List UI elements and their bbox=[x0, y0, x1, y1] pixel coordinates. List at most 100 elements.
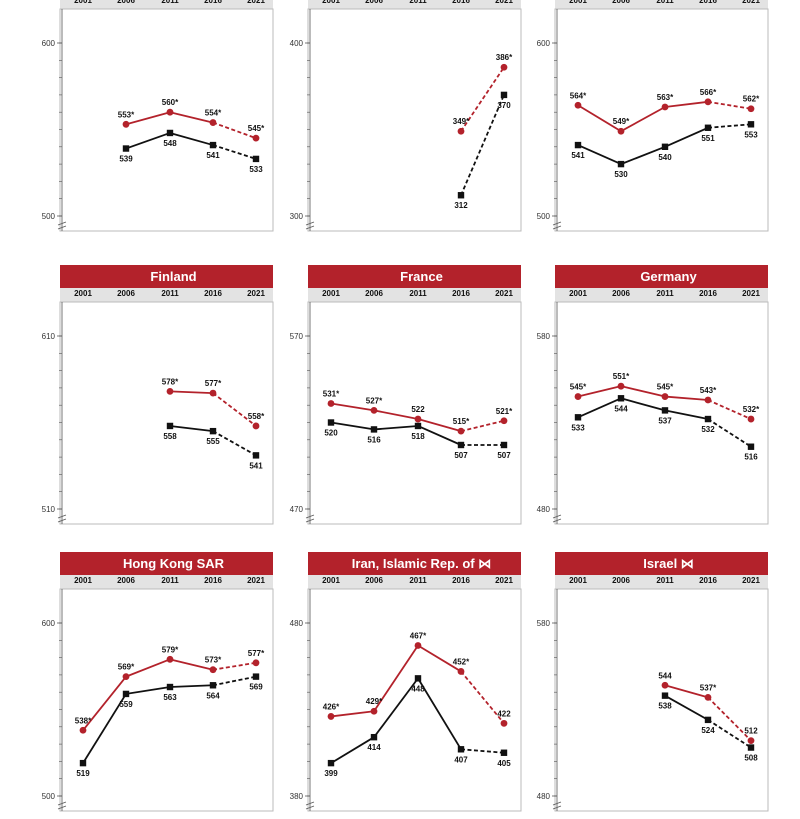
year-label: 2021 bbox=[742, 0, 760, 5]
data-label: 545* bbox=[248, 124, 265, 133]
series-line-segment bbox=[707, 696, 752, 742]
y-tick-label: 300 bbox=[290, 212, 304, 221]
panel-title: France bbox=[308, 265, 521, 288]
series-line-segment bbox=[330, 736, 375, 764]
axis-break-mark bbox=[552, 514, 562, 523]
y-tick-label: 400 bbox=[290, 39, 304, 48]
data-point-circle bbox=[252, 659, 260, 667]
data-point-square bbox=[414, 422, 422, 430]
year-header-row: 2001 2006 2011 2016 2021 bbox=[308, 0, 521, 9]
year-label: 2011 bbox=[409, 289, 427, 298]
data-label: 508 bbox=[744, 754, 758, 763]
data-point-square bbox=[79, 759, 87, 767]
data-point-square bbox=[166, 422, 174, 430]
data-point-circle bbox=[704, 693, 712, 701]
data-point-square bbox=[500, 441, 508, 449]
series-line-segment bbox=[125, 111, 171, 126]
series-line-segment bbox=[577, 104, 622, 133]
data-label: 541 bbox=[571, 151, 585, 160]
series-line-segment bbox=[664, 694, 709, 721]
data-point-square bbox=[122, 145, 130, 152]
series-line-segment bbox=[664, 126, 709, 148]
data-point-square bbox=[661, 143, 669, 150]
plot-area: 570 470 531* 527* 522 515* 521* 520 516 518 507 507 bbox=[290, 301, 522, 525]
data-label: 407 bbox=[454, 755, 468, 764]
year-label: 2006 bbox=[365, 0, 383, 5]
data-point-circle bbox=[414, 415, 422, 423]
series-line-segment bbox=[664, 409, 709, 420]
axis-break-mark bbox=[552, 221, 562, 230]
data-point-circle bbox=[166, 108, 174, 116]
data-label: 578* bbox=[162, 377, 179, 386]
data-label: 532 bbox=[701, 425, 715, 434]
data-point-square bbox=[704, 415, 712, 423]
data-label: 516 bbox=[744, 453, 758, 462]
data-point-circle bbox=[457, 427, 465, 435]
data-label: 553* bbox=[118, 110, 135, 119]
data-label: 564* bbox=[570, 91, 587, 100]
data-point-circle bbox=[252, 422, 260, 430]
data-label: 467* bbox=[410, 631, 427, 640]
data-point-square bbox=[747, 443, 755, 450]
data-point-square bbox=[617, 160, 625, 168]
series-line-segment bbox=[169, 111, 214, 124]
data-label: 538* bbox=[75, 716, 92, 725]
data-point-circle bbox=[122, 673, 130, 681]
series-line-segment bbox=[212, 430, 257, 457]
data-label: 532* bbox=[743, 405, 760, 414]
year-label: 2001 bbox=[569, 0, 587, 5]
plot-frame bbox=[59, 301, 274, 525]
year-label: 2011 bbox=[161, 576, 179, 585]
y-tick-label: 480 bbox=[537, 792, 551, 801]
year-label: 2001 bbox=[322, 576, 340, 585]
data-point-square bbox=[617, 395, 625, 402]
year-label: 2001 bbox=[569, 576, 587, 585]
data-label: 566* bbox=[700, 88, 717, 97]
series-line-segment bbox=[125, 686, 171, 695]
data-point-circle bbox=[327, 400, 335, 407]
series-line-segment bbox=[620, 385, 666, 398]
series-line-segment bbox=[577, 397, 622, 419]
plot-frame bbox=[554, 588, 769, 812]
year-header-row: 2001 2006 2011 2016 2021 bbox=[555, 575, 768, 589]
data-point-circle bbox=[209, 666, 217, 674]
year-header-row: 2001 2006 2011 2016 2021 bbox=[60, 575, 273, 589]
data-point-circle bbox=[414, 642, 422, 649]
data-point-circle bbox=[79, 726, 87, 734]
year-header-row: 2001 2006 2011 2016 2021 bbox=[308, 575, 521, 589]
data-point-square bbox=[457, 746, 465, 753]
data-label: 349* bbox=[453, 117, 470, 126]
data-point-circle bbox=[661, 103, 669, 111]
year-label: 2016 bbox=[699, 289, 717, 298]
y-tick-label: 570 bbox=[290, 332, 304, 341]
data-label: 543* bbox=[700, 386, 717, 395]
year-label: 2011 bbox=[656, 576, 674, 585]
data-point-circle bbox=[457, 127, 465, 135]
year-label: 2001 bbox=[74, 0, 92, 5]
series-line-segment bbox=[373, 425, 419, 431]
data-label: 558* bbox=[248, 412, 265, 421]
data-point-circle bbox=[500, 63, 508, 71]
year-header-row: 2001 2006 2011 2016 2021 bbox=[60, 0, 273, 9]
data-label: 426* bbox=[323, 702, 340, 711]
series-line-segment bbox=[212, 661, 257, 671]
data-label: 564 bbox=[206, 691, 220, 700]
series-line-segment bbox=[620, 397, 666, 412]
series-line-segment bbox=[460, 670, 505, 724]
series-line-segment bbox=[664, 395, 709, 401]
series-line-segment bbox=[460, 419, 505, 433]
data-label: 522 bbox=[411, 405, 425, 414]
data-label: 520 bbox=[324, 429, 338, 438]
y-tick-label: 470 bbox=[290, 505, 304, 514]
year-label: 2011 bbox=[409, 0, 427, 5]
data-label: 448 bbox=[411, 684, 425, 693]
data-point-square bbox=[457, 441, 465, 449]
data-point-square bbox=[747, 744, 755, 751]
series-line-segment bbox=[373, 677, 419, 738]
data-point-square bbox=[574, 141, 582, 149]
data-point-circle bbox=[166, 655, 174, 663]
data-point-circle bbox=[617, 127, 625, 135]
series-line-segment bbox=[707, 100, 752, 110]
year-label: 2006 bbox=[612, 289, 630, 298]
data-label: 512 bbox=[744, 727, 758, 736]
